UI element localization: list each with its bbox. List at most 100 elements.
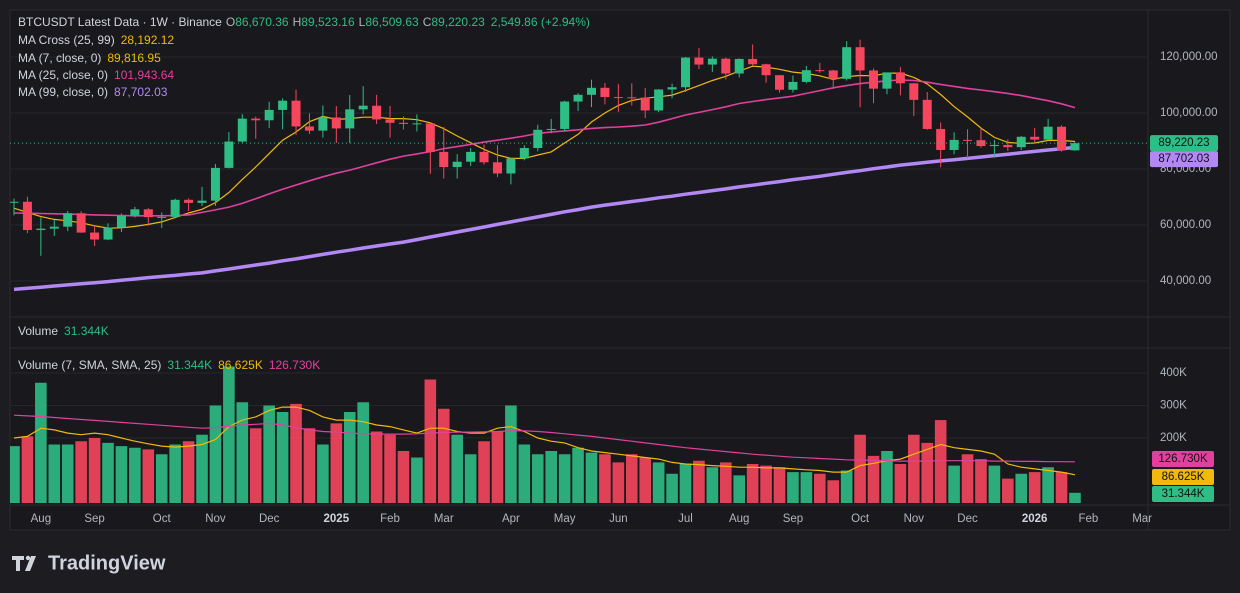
x-tick-label: May (554, 513, 576, 525)
volume-bar (35, 382, 47, 503)
volume-bar (1055, 472, 1068, 503)
candle-body (10, 201, 19, 203)
x-tick-label: Dec (259, 513, 280, 525)
volume-indicator-legend: Volume (7, SMA, SMA, 25) 31.344K 86.625K 12… (18, 358, 320, 372)
ohlc-value: 89,523.16 (301, 15, 355, 29)
candle-body (627, 97, 637, 99)
candle-body (1057, 126, 1067, 151)
volume-ma-value: 86.625K (218, 358, 263, 372)
indicator-name: MA Cross (25, 99) (18, 33, 115, 47)
volume-bar (679, 463, 692, 503)
candle-body (801, 70, 811, 82)
volume-bar (894, 463, 907, 503)
x-tick-label: Mar (434, 513, 454, 525)
candle-body (613, 97, 623, 99)
volume-bar (518, 444, 531, 503)
candle-body (734, 58, 744, 74)
ohlc-label: O (226, 15, 235, 29)
candle-body (869, 70, 879, 89)
logo-mark (25, 556, 36, 571)
candle-body (654, 89, 664, 111)
candle-body (143, 209, 153, 218)
x-tick-label: Oct (153, 513, 172, 525)
volume-bar (169, 444, 181, 503)
logo-mark (25, 555, 31, 561)
x-tick-label: Aug (31, 513, 51, 525)
volume-bar (934, 420, 947, 503)
moving-average (13, 145, 1076, 292)
ohlc-label: C (423, 15, 432, 29)
ma-legend: MA (99, close, 0) 87,702.03 (18, 85, 168, 99)
x-tick-label: Apr (502, 513, 520, 525)
volume-bar (760, 465, 772, 503)
price-tag (1150, 135, 1218, 152)
candle-body (210, 167, 220, 201)
volume-bar (115, 446, 128, 503)
header: BTCUSDT Latest Data · 1W · Binance O86,67… (18, 15, 590, 29)
volume-bar (1002, 478, 1014, 503)
volume-bar (451, 434, 463, 503)
volume-bar (1069, 492, 1081, 503)
volume-value: 31.344K (64, 324, 109, 338)
volume-bar (531, 454, 544, 503)
volume-bar (223, 366, 235, 503)
x-tick-label: Aug (729, 513, 749, 525)
candle-body (224, 141, 234, 168)
candle-body (291, 100, 301, 127)
volume-bar (908, 434, 920, 503)
volume-bar (317, 444, 329, 503)
candle-body (842, 47, 852, 79)
volume-bar (1028, 472, 1041, 503)
volume-bar (249, 428, 262, 503)
candle-body (922, 99, 932, 129)
ma-name: MA (7, close, 0) (18, 51, 101, 65)
candle-body (963, 139, 973, 141)
volume-bar (48, 444, 61, 503)
candle-body (815, 70, 825, 72)
indicator-value: 28,192.12 (121, 33, 175, 47)
volume-tag-label: 31.344K (1162, 488, 1205, 500)
volume-bar (867, 455, 880, 503)
volume-bar (706, 467, 719, 503)
candle-body (667, 87, 677, 90)
brand: TradingView (48, 552, 166, 574)
volume-bar (10, 446, 20, 503)
ohlc-value: 86,670.36 (235, 15, 289, 29)
volume-bar (290, 403, 302, 503)
volume-bar (330, 423, 343, 503)
volume-bar (975, 459, 987, 503)
candle-body (49, 226, 59, 229)
ohlc-label: H (293, 15, 302, 29)
volume-bar (505, 405, 517, 503)
candle-body (533, 129, 543, 149)
indicator-legend: MA Cross (25, 99) 28,192.12 (18, 33, 174, 47)
candle-body (546, 128, 556, 130)
volume-bar (384, 434, 396, 503)
volume-bar (88, 437, 101, 503)
volume-value: 31.344K (167, 358, 212, 372)
volume-ma (13, 406, 1076, 476)
candle-body (721, 58, 731, 74)
y-tick-label: 120,000.00 (1160, 51, 1218, 63)
volume-bar (370, 431, 383, 503)
candle-body (466, 151, 476, 162)
candle-body (358, 105, 368, 110)
candle-body (573, 94, 583, 102)
candle-body (1043, 126, 1053, 140)
candle-body (882, 72, 892, 89)
candle-body (372, 105, 382, 120)
volume-bar (21, 436, 34, 503)
candle-body (506, 158, 516, 174)
volume-bar (800, 472, 813, 503)
volume-bar (357, 402, 369, 503)
candle-body (989, 144, 999, 147)
ohlc-label: L (359, 15, 366, 29)
volume-bar (263, 405, 275, 503)
x-tick-label: Mar (1132, 513, 1152, 525)
volume-bar (102, 442, 114, 503)
ohlc-value: 89,220.23 (431, 15, 485, 29)
candle-body (909, 83, 919, 100)
volume-bar (612, 462, 625, 503)
candle-body (976, 140, 986, 147)
ohlc-value: 86,509.63 (365, 15, 419, 29)
